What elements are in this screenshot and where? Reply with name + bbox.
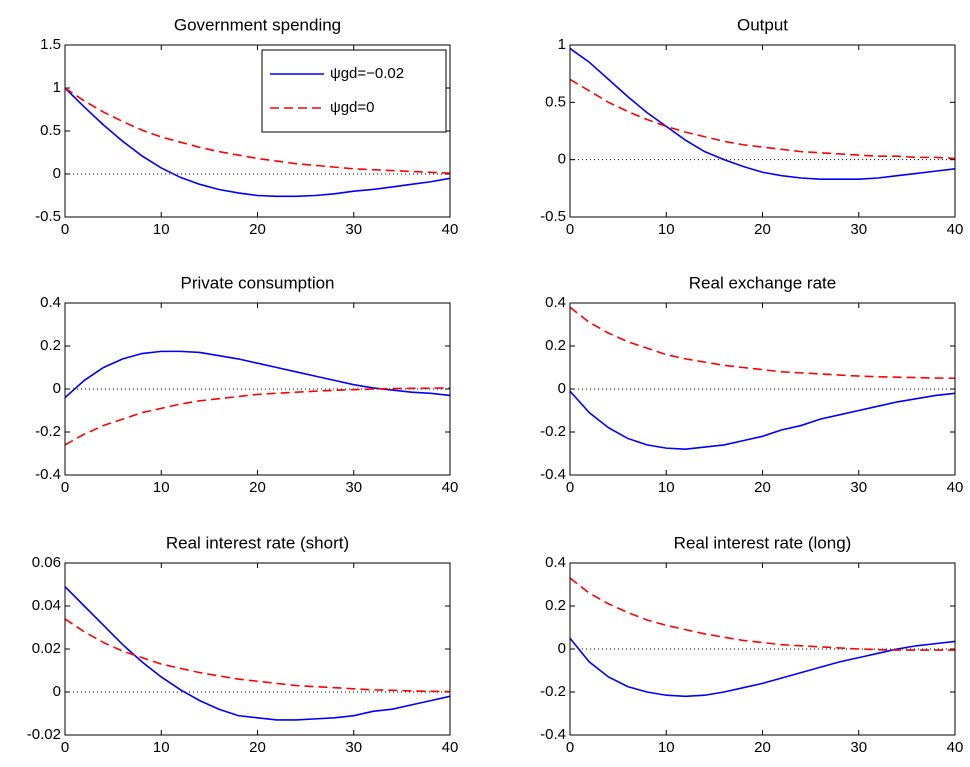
y-tick-label: 0.06 — [32, 554, 61, 571]
plot-area — [65, 563, 450, 735]
y-tick-label: -0.5 — [35, 208, 61, 225]
subplot: Real interest rate (long) -0.4 -0.2 0 0.2 0.4… — [540, 533, 963, 755]
x-tick-label: 0 — [566, 739, 574, 756]
y-tick-label: 1 — [558, 36, 566, 53]
x-tick-label: 0 — [566, 221, 574, 238]
y-tick-label: 0.4 — [545, 294, 566, 311]
x-tick-label: 40 — [947, 739, 964, 756]
y-tick-label: 0.2 — [40, 337, 61, 354]
y-tick-label: 0.4 — [545, 554, 566, 571]
subplot-title: Output — [737, 15, 788, 34]
x-tick-label: 20 — [249, 221, 266, 238]
x-tick-label: 10 — [658, 739, 675, 756]
x-tick-label: 30 — [850, 479, 867, 496]
y-tick-label: 0 — [53, 683, 61, 700]
y-tick-label: 0.04 — [32, 597, 61, 614]
series-line — [64, 618, 451, 693]
subplot-title: Private consumption — [180, 273, 334, 292]
x-tick-label: 40 — [947, 479, 964, 496]
series-line — [569, 47, 956, 180]
subplot-title: Government spending — [174, 15, 341, 34]
subplot: Real interest rate (short)-0.0200.020.04… — [27, 533, 459, 755]
y-tick-label: 1 — [53, 79, 61, 96]
series-line — [569, 78, 956, 160]
y-tick-label: 0 — [53, 380, 61, 397]
subplot-title: Real exchange rate — [689, 273, 836, 292]
y-tick-label: -0.2 — [540, 683, 566, 700]
subplot: Private consumption -0.4 -0.2 0 0.2 0.4 0 10 20 3… — [35, 273, 458, 495]
x-tick-label: 30 — [850, 221, 867, 238]
series-line — [569, 306, 956, 380]
x-tick-label: 40 — [947, 221, 964, 238]
y-tick-label: 0 — [558, 640, 566, 657]
x-tick-label: 40 — [442, 221, 459, 238]
y-tick-label: 0.2 — [545, 337, 566, 354]
series-line — [64, 87, 451, 174]
x-tick-label: 10 — [153, 221, 170, 238]
axes-frame — [64, 562, 451, 736]
x-tick-label: 30 — [345, 479, 362, 496]
y-tick-label: -0.5 — [540, 208, 566, 225]
y-tick-label: -0.4 — [540, 466, 566, 483]
y-tick-label: 0.5 — [40, 122, 61, 139]
x-tick-label: 10 — [153, 739, 170, 756]
axes-frame — [64, 302, 451, 476]
subplot-title: Real interest rate (long) — [674, 533, 852, 552]
x-tick-label: 0 — [61, 221, 69, 238]
series-line — [64, 87, 451, 198]
x-tick-label: 0 — [61, 479, 69, 496]
x-tick-label: 30 — [345, 221, 362, 238]
y-tick-label: -0.2 — [540, 423, 566, 440]
y-tick-label: 0.2 — [545, 597, 566, 614]
x-tick-label: 0 — [61, 739, 69, 756]
x-tick-label: 20 — [249, 479, 266, 496]
series-line — [569, 577, 955, 651]
x-tick-label: 20 — [249, 739, 266, 756]
y-tick-label: -0.02 — [27, 726, 61, 743]
x-tick-label: 40 — [442, 739, 459, 756]
legend-label: ψgd=−0.02 — [330, 65, 404, 82]
x-tick-label: 10 — [658, 479, 675, 496]
x-tick-label: 40 — [442, 479, 459, 496]
x-tick-label: 30 — [850, 739, 867, 756]
y-tick-label: -0.4 — [540, 726, 566, 743]
y-tick-label: 0 — [558, 380, 566, 397]
y-tick-label: 0 — [558, 151, 566, 168]
axes-frame — [569, 44, 956, 218]
y-tick-label: 0.02 — [32, 640, 61, 657]
x-tick-label: 20 — [754, 221, 771, 238]
x-tick-label: 30 — [345, 739, 362, 756]
series-line — [569, 390, 956, 451]
y-tick-label: -0.4 — [35, 466, 61, 483]
subplot: Output-0.500.510 10 20 30 40 — [540, 15, 963, 237]
axes-frame — [569, 302, 956, 476]
y-tick-label: 1.5 — [40, 36, 61, 53]
axes-frame — [64, 44, 451, 218]
axes-frame — [569, 562, 956, 736]
series-line — [569, 637, 956, 698]
legend-box — [261, 49, 447, 133]
y-tick-label: 0.5 — [545, 93, 566, 110]
series-line — [64, 586, 451, 721]
x-tick-label: 20 — [754, 479, 771, 496]
x-tick-label: 0 — [566, 479, 574, 496]
legend-label: ψgd=0 — [330, 99, 374, 116]
y-tick-label: -0.2 — [35, 423, 61, 440]
plot-area — [570, 45, 955, 217]
subplot: Government spending-0.500.511.50 10 20 30 40… — [35, 15, 458, 237]
y-tick-label: 0 — [53, 165, 61, 182]
series-line — [64, 387, 451, 446]
x-tick-label: 10 — [153, 479, 170, 496]
subplot-title: Real interest rate (short) — [166, 533, 349, 552]
x-tick-label: 10 — [658, 221, 675, 238]
y-tick-label: 0.4 — [40, 294, 61, 311]
x-tick-label: 20 — [754, 739, 771, 756]
subplot: Real exchange rate -0.4 -0.2 0 0.2 0.4 0 10 20 30… — [540, 273, 963, 495]
